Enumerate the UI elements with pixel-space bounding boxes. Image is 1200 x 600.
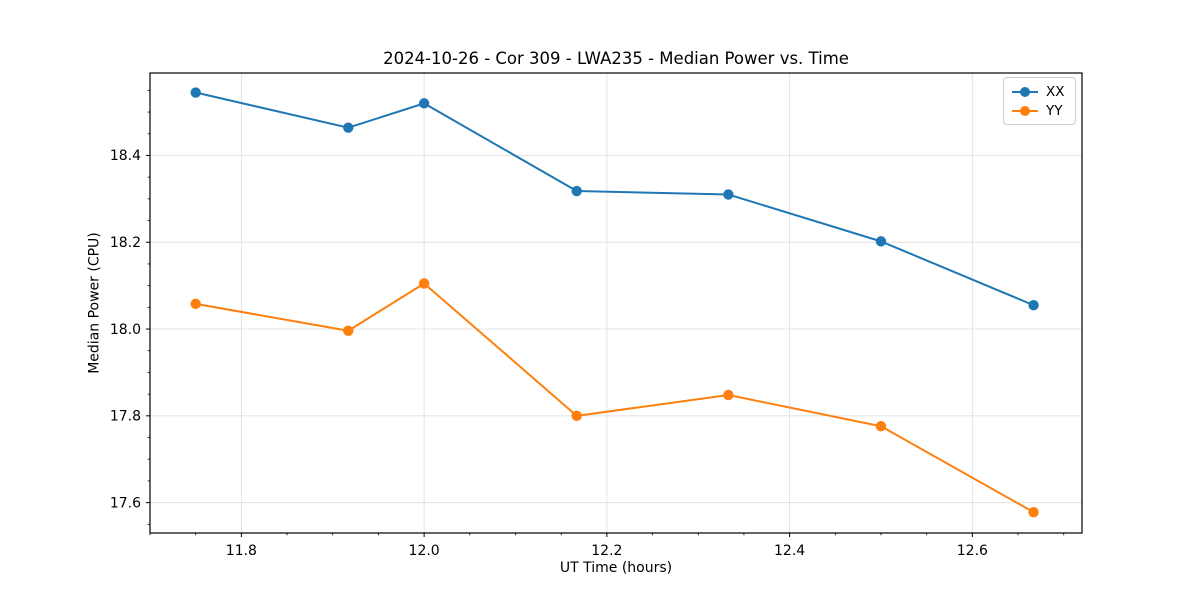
- x-tick-label: 11.8: [226, 543, 257, 559]
- legend-sample-yy-icon: [1012, 105, 1038, 116]
- legend-sample-xx-icon: [1012, 86, 1038, 97]
- data-point-marker-XX: [875, 236, 887, 247]
- data-point-marker-YY: [190, 298, 201, 310]
- major-ticks-and-labels: 11.8 12.0 12.2 12.4 12.6 17.6 17.8 18.0 18.2 18.4: [110, 148, 988, 559]
- minor-ticks: [147, 89, 1065, 536]
- grid-lines: [150, 73, 1082, 533]
- x-tick-label: 12.4: [774, 543, 805, 559]
- data-point-marker-XX: [723, 189, 734, 200]
- legend-label-yy: YY: [1046, 102, 1063, 119]
- legend-box: XX YY: [1003, 77, 1076, 125]
- y-tick-label: 18.0: [110, 322, 141, 338]
- legend-entry-xx: XX: [1011, 82, 1069, 101]
- data-point-marker-XX: [190, 87, 201, 98]
- x-tick-label: 12.6: [957, 543, 988, 559]
- data-point-marker-XX: [343, 122, 354, 133]
- y-tick-label: 17.6: [110, 495, 141, 511]
- series-XX: [190, 87, 1039, 311]
- y-tick-label: 17.8: [110, 409, 141, 425]
- data-point-marker-XX: [418, 98, 430, 109]
- legend-entry-yy: YY: [1011, 101, 1069, 120]
- chart-title: 2024-10-26 - Cor 309 - LWA235 - Median P…: [383, 49, 849, 68]
- x-tick-label: 12.0: [409, 543, 440, 559]
- y-axis-label: Median Power (CPU): [86, 232, 103, 374]
- y-tick-label: 18.4: [110, 148, 141, 164]
- series-line-YY: [194, 282, 1035, 514]
- y-tick-label: 18.2: [110, 235, 141, 251]
- data-point-marker-YY: [723, 389, 734, 401]
- data-point-marker-YY: [343, 325, 354, 336]
- data-point-marker-XX: [571, 185, 582, 197]
- series-line-XX: [194, 91, 1035, 307]
- legend-label-xx: XX: [1046, 83, 1065, 100]
- plot-border: [149, 72, 1083, 534]
- x-axis-label: UT Time (hours): [559, 560, 673, 576]
- data-point-marker-YY: [1028, 506, 1039, 518]
- data-point-marker-XX: [1028, 299, 1039, 311]
- data-point-marker-YY: [875, 421, 887, 432]
- data-point-marker-YY: [571, 410, 582, 422]
- series-YY: [190, 278, 1039, 518]
- x-tick-label: 12.2: [591, 543, 622, 559]
- data-point-marker-YY: [418, 278, 430, 289]
